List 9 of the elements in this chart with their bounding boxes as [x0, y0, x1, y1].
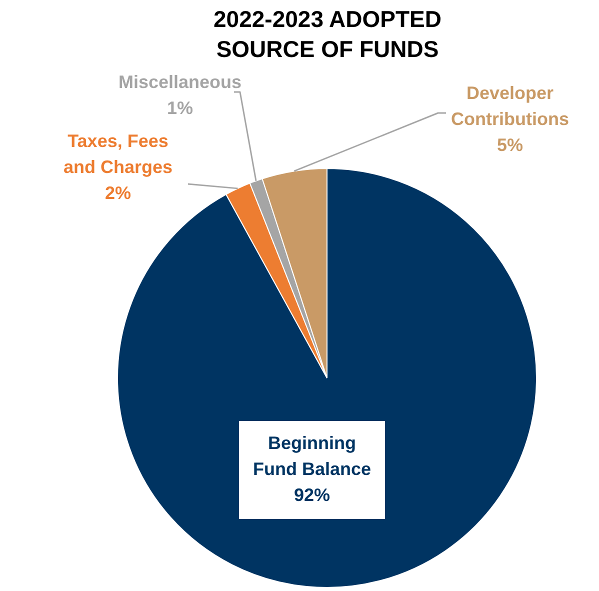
slice-label: Miscellaneous	[118, 72, 242, 92]
data-label: 2%	[104, 182, 132, 203]
data-label: 92%	[294, 484, 330, 505]
slice-label: Beginning Fund Balance	[252, 432, 372, 479]
chart-title: 2022-2023 ADOPTED SOURCE OF FUNDS	[212, 5, 442, 64]
data-label: 1%	[166, 98, 194, 118]
slice-label: Developer Contributions	[451, 82, 569, 129]
data-label: 5%	[496, 134, 524, 155]
slice-label: Taxes, Fees and Charges	[63, 130, 173, 177]
